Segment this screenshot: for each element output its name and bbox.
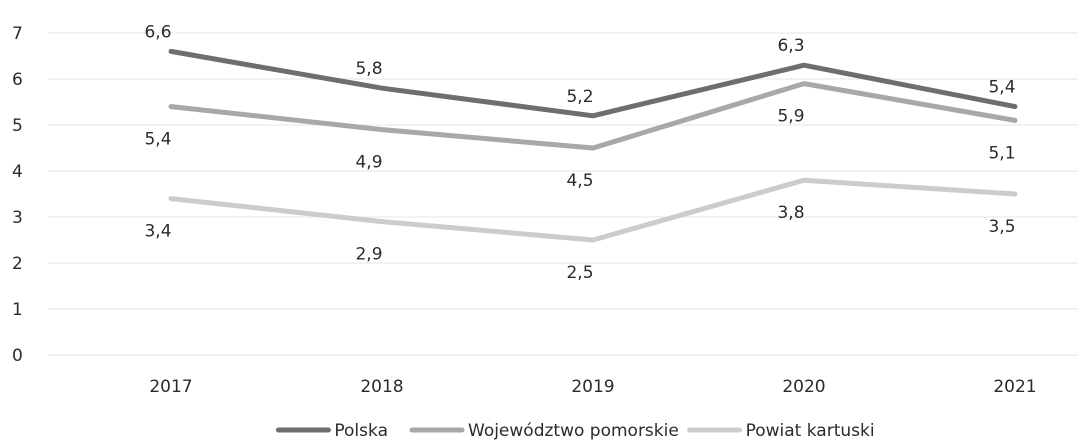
data-label: 3,4 [144,222,171,242]
data-label: 5,2 [566,87,593,107]
data-label: 5,4 [988,78,1015,98]
y-tick-label: 0 [12,346,23,366]
x-tick-label: 2017 [149,377,192,397]
x-tick-label: 2019 [571,377,614,397]
legend-label: Powiat kartuski [746,421,875,441]
x-tick-label: 2021 [993,377,1036,397]
x-tick-label: 2018 [360,377,403,397]
series-lines [168,48,1018,243]
legend-label: Polska [334,421,388,441]
y-axis: 0 1 2 3 4 5 6 7 [12,24,23,366]
data-label: 6,3 [777,36,804,56]
data-label: 4,5 [566,171,593,191]
legend-item: Powiat kartuski [687,421,875,441]
legend: Polska Województwo pomorskie Powiat kartus… [275,421,875,441]
series-line-2 [168,81,1018,151]
data-label: 2,9 [355,245,382,265]
y-tick-label: 5 [12,116,23,136]
legend-item: Województwo pomorskie [409,421,679,441]
data-label: 5,8 [355,59,382,79]
data-label: 3,5 [988,217,1015,237]
y-tick-label: 4 [12,162,23,182]
gridlines [48,32,1078,356]
series-line-1 [168,48,1018,119]
y-tick-label: 3 [12,208,23,228]
data-label: 2,5 [566,263,593,283]
y-tick-label: 1 [12,300,23,320]
y-tick-label: 7 [12,24,23,44]
data-label: 4,9 [355,153,382,173]
series-line-3 [168,177,1018,243]
data-label: 6,6 [144,22,171,42]
x-tick-label: 2020 [782,377,825,397]
data-labels: 6,6 5,8 5,2 6,3 5,4 5,4 4,9 4,5 5,9 5,1 3,4 2,9 2,5 3… [144,22,1015,283]
data-label: 3,8 [777,203,804,223]
data-label: 5,4 [144,130,171,150]
data-label: 5,9 [777,107,804,127]
legend-item: Polska [275,421,388,441]
legend-label: Województwo pomorskie [468,421,679,441]
y-tick-label: 2 [12,254,23,274]
data-label: 5,1 [988,143,1015,163]
y-tick-label: 6 [12,70,23,90]
x-axis: 2017 2018 2019 2020 2021 [149,377,1036,397]
